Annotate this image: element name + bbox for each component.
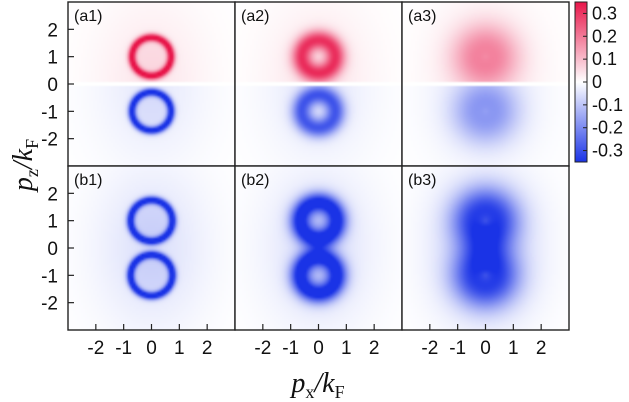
x-tick-label: 0 <box>146 338 157 359</box>
y-tick-label: -1 <box>41 102 58 123</box>
x-tick-label: 2 <box>369 338 380 359</box>
colorbar-tick-label: 0.3 <box>592 3 617 23</box>
x-tick-label: 1 <box>341 338 352 359</box>
panel-label: (b1) <box>74 172 102 189</box>
x-axis-label-text: px/kF <box>289 368 344 402</box>
colorbar: 0.3 0.2 0.1 0 -0.1 -0.2 -0.3 <box>574 1 623 163</box>
y-tick-label: 0 <box>47 239 58 260</box>
x-tick-label: -1 <box>282 338 299 359</box>
panel-label: (b3) <box>408 172 436 189</box>
heatmap-panel-b2 <box>235 166 402 330</box>
y-axis-label: pz/kF <box>8 139 42 193</box>
panel-label: (b2) <box>241 172 269 189</box>
x-tick-label: 2 <box>536 338 547 359</box>
x-tick-label: 0 <box>480 338 491 359</box>
y-tick-label: 1 <box>47 212 58 233</box>
x-tick-label: 1 <box>174 338 185 359</box>
y-tick-label: 2 <box>47 20 58 41</box>
x-tick-label: -1 <box>115 338 132 359</box>
colorbar-tick-label: -0.3 <box>592 141 623 161</box>
colorbar-tick-label: 0 <box>592 72 602 92</box>
x-tick-label: 2 <box>202 338 213 359</box>
colorbar-tick-label: 0.1 <box>592 49 617 69</box>
x-tick-label: -1 <box>449 338 466 359</box>
panel-label: (a1) <box>74 8 102 25</box>
y-tick-label: -1 <box>41 266 58 287</box>
y-tick-label: 1 <box>47 48 58 69</box>
colorbar-tick-label: -0.2 <box>592 118 623 138</box>
y-axis-label-text: pz/kF <box>8 139 42 193</box>
colorbar-tick-label: -0.1 <box>592 95 623 115</box>
colorbar-tick-label: 0.2 <box>592 26 617 46</box>
x-tick-label: 0 <box>313 338 324 359</box>
x-tick-label: -2 <box>87 338 104 359</box>
y-tick-label: 2 <box>47 184 58 205</box>
heatmap-panel-b1 <box>68 166 235 330</box>
heatmap-panel-b3 <box>402 166 569 330</box>
x-tick-label: -2 <box>254 338 271 359</box>
x-tick-label: -2 <box>421 338 438 359</box>
panel-grid: (a1) (a2) (a3) (b1) (b2) (b3) <box>67 1 570 331</box>
heatmap-panel-a1 <box>68 2 235 166</box>
panel-label: (a3) <box>408 8 436 25</box>
x-tick-label: 1 <box>508 338 519 359</box>
axis-labels: px/kF pz/kF <box>8 139 345 402</box>
x-axis-label: px/kF <box>289 368 344 402</box>
heatmap-panel-a2 <box>235 2 402 166</box>
y-tick-label: -2 <box>41 130 58 151</box>
y-tick-label: 0 <box>47 75 58 96</box>
y-tick-label: -2 <box>41 294 58 315</box>
heatmap-panel-a3 <box>402 2 569 166</box>
panel-label: (a2) <box>241 8 269 25</box>
